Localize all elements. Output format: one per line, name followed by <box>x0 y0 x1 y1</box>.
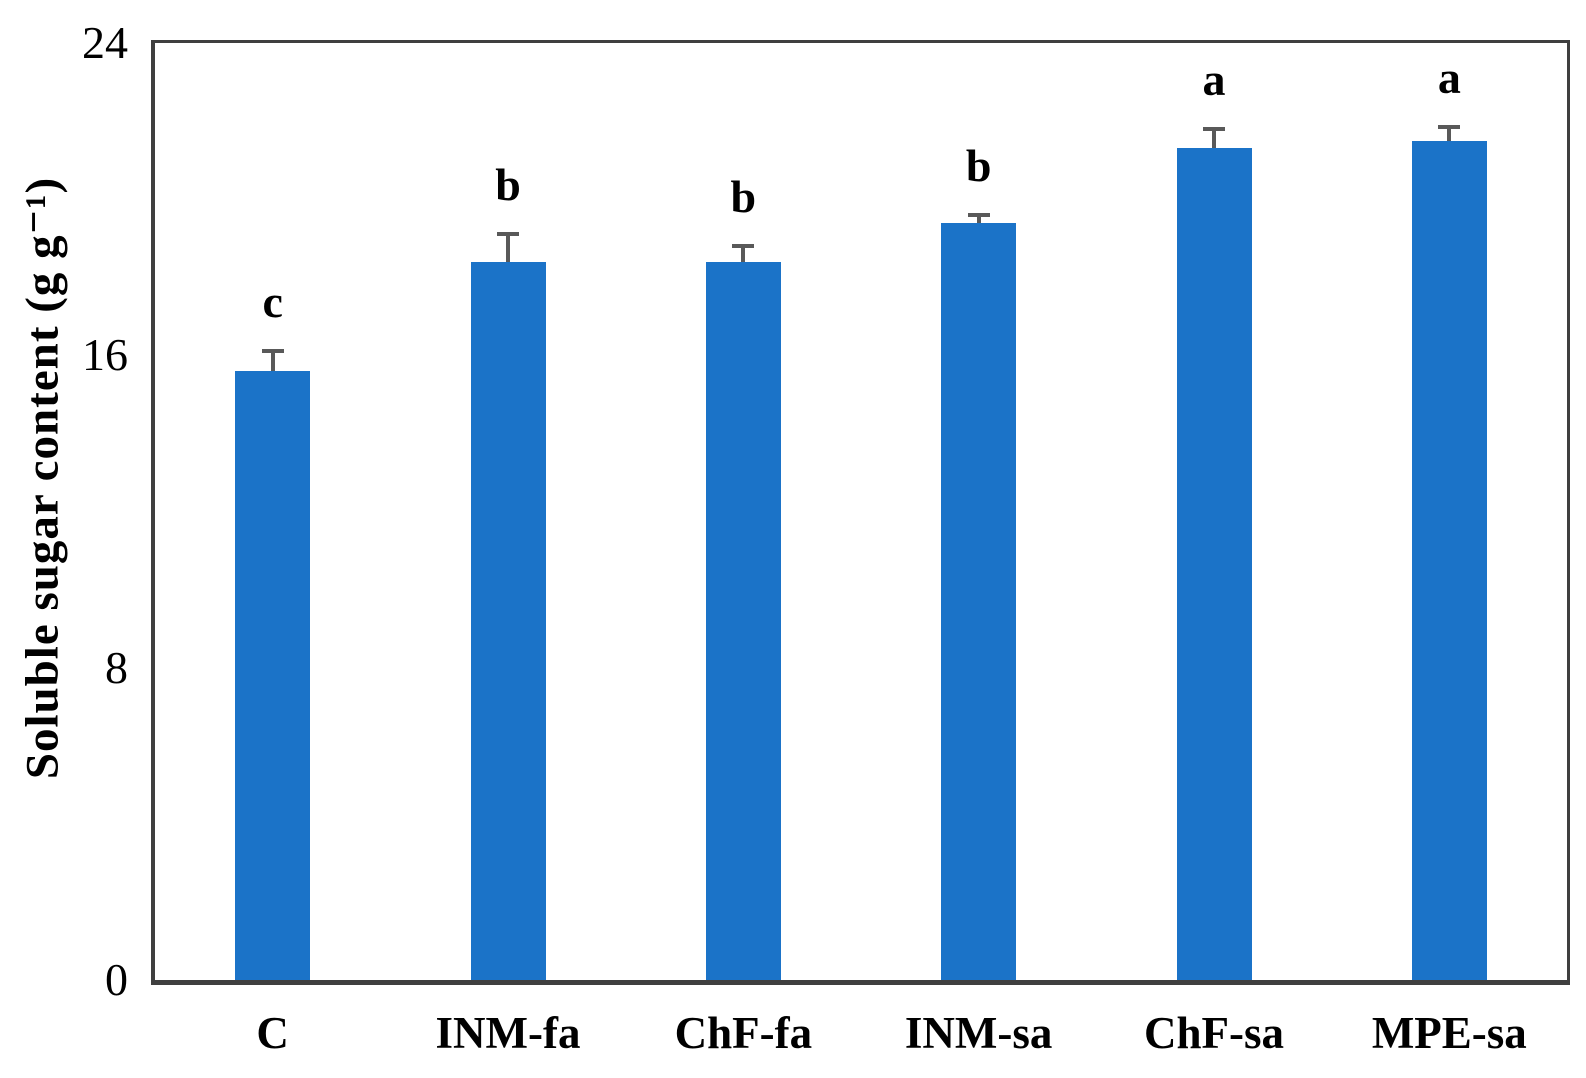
plot-area: c b b b a a <box>151 40 1570 985</box>
y-tick-label: 8 <box>105 641 128 693</box>
significance-letter: b <box>965 139 992 191</box>
y-tick-label: 16 <box>82 329 128 381</box>
x-tick-label: ChF-fa <box>674 1008 813 1058</box>
error-bar-cap <box>1203 126 1225 131</box>
error-bar-cap <box>497 232 519 237</box>
bar <box>941 222 1017 980</box>
error-bar-cap <box>732 244 755 249</box>
bar <box>705 261 781 980</box>
error-bar <box>1212 128 1216 149</box>
error-bar-cap <box>261 349 284 354</box>
x-tick-label: C <box>256 1008 289 1058</box>
bar <box>235 370 311 980</box>
significance-letter: b <box>730 171 757 223</box>
y-tick-label: 24 <box>82 17 128 68</box>
error-bar <box>976 214 981 223</box>
x-tick-label: INM-fa <box>435 1008 581 1058</box>
x-tick-label: INM-sa <box>904 1008 1053 1058</box>
error-bar <box>741 246 746 262</box>
error-bar <box>270 351 275 371</box>
significance-letter: b <box>495 159 521 211</box>
error-bar <box>1447 126 1452 141</box>
significance-letter: c <box>262 276 283 328</box>
bar <box>1176 148 1252 980</box>
bar <box>1411 140 1487 980</box>
bar <box>470 261 546 980</box>
significance-letter: a <box>1202 53 1226 105</box>
error-bar-cap <box>967 212 990 217</box>
x-tick-label: ChF-sa <box>1143 1008 1285 1058</box>
error-bar-cap <box>1438 124 1461 129</box>
x-tick-label: MPE-sa <box>1371 1008 1527 1058</box>
significance-letter: a <box>1437 51 1461 103</box>
error-bar <box>506 234 510 262</box>
y-tick-label: 0 <box>105 954 128 1005</box>
